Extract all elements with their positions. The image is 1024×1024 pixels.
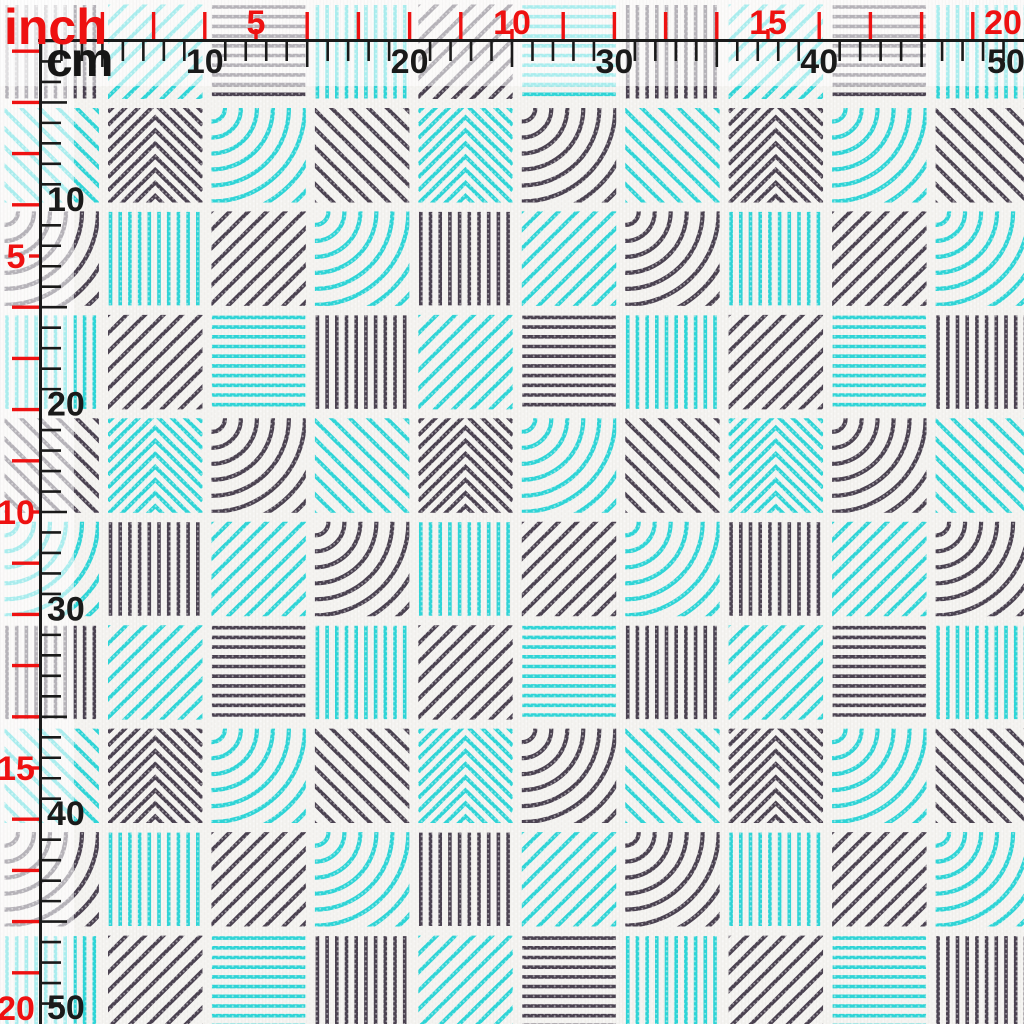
- inch-number: 10: [493, 4, 531, 42]
- inch-number: 5: [247, 4, 266, 42]
- cm-number: 50: [47, 989, 85, 1024]
- cm-ruler-top: 10 20 30 40 50: [38, 39, 1024, 81]
- cm-number: 40: [800, 43, 838, 81]
- cm-number: 50: [987, 43, 1024, 81]
- inch-ruler-top: 5 10 15 20: [100, 4, 1022, 42]
- inch-number: 15: [749, 4, 787, 42]
- inch-number: 10: [0, 494, 35, 532]
- inch-number: 20: [984, 4, 1022, 42]
- cm-number: 30: [595, 43, 633, 81]
- cm-number: 10: [47, 181, 85, 219]
- cm-ruler-left: 10 20 30 40 50: [39, 39, 85, 1024]
- cm-number: 30: [47, 590, 85, 628]
- inch-ruler-label: inch: [4, 0, 107, 55]
- inch-ruler-left: 5 10 15 20: [0, 49, 40, 1024]
- cm-number: 20: [47, 386, 85, 424]
- inch-number: 5: [7, 238, 26, 276]
- cm-number: 40: [47, 795, 85, 833]
- cm-number: 20: [391, 43, 429, 81]
- cm-number: 10: [186, 43, 224, 81]
- inch-number: 20: [0, 990, 35, 1024]
- inch-number: 15: [0, 750, 35, 788]
- cm-ruler-label: cm: [46, 34, 111, 87]
